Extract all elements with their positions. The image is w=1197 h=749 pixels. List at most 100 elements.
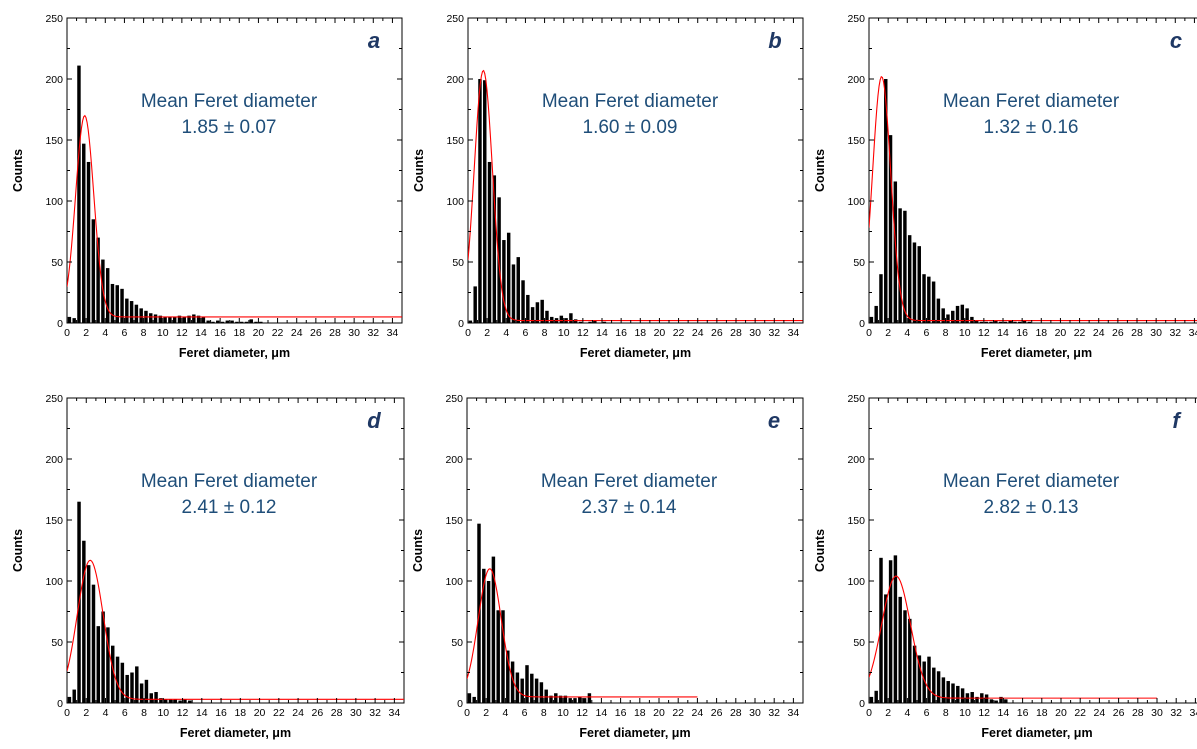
y-tick-label: 100 bbox=[847, 196, 865, 208]
fit-curve bbox=[468, 69, 803, 322]
x-tick-label: 28 bbox=[730, 327, 742, 339]
x-tick-label: 20 bbox=[653, 707, 665, 719]
x-tick-label: 6 bbox=[924, 327, 930, 339]
histogram-bar bbox=[912, 645, 917, 703]
x-tick-label: 28 bbox=[331, 707, 343, 719]
histogram-bar bbox=[159, 698, 163, 703]
histogram-bar bbox=[144, 679, 149, 703]
histogram-bar bbox=[568, 698, 572, 703]
annotation-value: 2.82 ± 0.13 bbox=[984, 497, 1079, 518]
x-tick-label: 32 bbox=[1169, 327, 1181, 339]
y-tick-label: 250 bbox=[45, 393, 63, 405]
histogram-bar bbox=[946, 314, 950, 323]
histogram-bar bbox=[525, 665, 529, 703]
histogram-bar bbox=[535, 302, 540, 323]
x-tick-label: 12 bbox=[978, 707, 990, 719]
x-tick-label: 4 bbox=[102, 327, 108, 339]
y-tick-label: 250 bbox=[446, 13, 464, 25]
x-tick-label: 2 bbox=[83, 327, 89, 339]
panel-letter: e bbox=[768, 408, 780, 433]
histogram-bar bbox=[530, 307, 535, 323]
histogram-bar bbox=[903, 210, 907, 323]
histogram-bar bbox=[482, 568, 486, 703]
x-tick-label: 0 bbox=[64, 327, 70, 339]
x-tick-label: 20 bbox=[1055, 707, 1067, 719]
histogram-bar bbox=[244, 321, 249, 323]
y-tick-label: 200 bbox=[847, 74, 865, 86]
histogram-bar bbox=[72, 318, 76, 323]
histogram-bar bbox=[951, 683, 955, 703]
x-tick-label: 28 bbox=[730, 707, 742, 719]
x-tick-label: 22 bbox=[273, 707, 285, 719]
x-tick-label: 6 bbox=[523, 327, 529, 339]
histogram-bar bbox=[110, 283, 115, 323]
histogram-bar bbox=[139, 308, 143, 323]
histogram-bar bbox=[225, 320, 230, 323]
histogram-bar bbox=[941, 677, 946, 703]
histogram-bar bbox=[578, 696, 582, 703]
histogram-bar bbox=[120, 288, 124, 323]
y-axis-title: Counts bbox=[11, 149, 25, 192]
y-tick-label: 100 bbox=[446, 196, 464, 208]
histogram-bar bbox=[259, 321, 263, 323]
y-axis-title: Counts bbox=[813, 529, 827, 572]
histogram-bar bbox=[149, 313, 153, 323]
y-tick-label: 150 bbox=[445, 515, 463, 527]
x-tick-label: 24 bbox=[692, 327, 704, 339]
histogram-bar bbox=[216, 320, 220, 323]
annotation-title: Mean Feret diameter bbox=[943, 91, 1120, 112]
plot-frame bbox=[466, 397, 804, 704]
y-tick-label: 200 bbox=[446, 74, 464, 86]
x-tick-label: 8 bbox=[141, 707, 147, 719]
histogram-bar bbox=[77, 65, 81, 323]
histogram-bar bbox=[530, 673, 534, 703]
x-tick-label: 20 bbox=[254, 707, 266, 719]
histogram-bar bbox=[539, 682, 544, 703]
histogram-bar bbox=[211, 321, 215, 323]
x-axis-title: Feret diameter, μm bbox=[579, 726, 690, 740]
histogram-bar bbox=[994, 700, 998, 703]
histogram-bar bbox=[869, 696, 874, 703]
histogram-bar bbox=[563, 695, 568, 703]
x-tick-label: 14 bbox=[998, 707, 1010, 719]
y-tick-label: 0 bbox=[57, 318, 63, 330]
histogram-bar bbox=[106, 627, 110, 703]
histogram-bar bbox=[874, 305, 878, 323]
annotation-value: 1.32 ± 0.16 bbox=[984, 117, 1079, 138]
histogram-bar bbox=[111, 645, 115, 703]
histogram-bar bbox=[936, 298, 941, 323]
histogram-bar bbox=[898, 208, 902, 323]
x-tick-label: 12 bbox=[177, 707, 189, 719]
x-tick-label: 6 bbox=[924, 707, 930, 719]
histogram-bar bbox=[573, 319, 578, 323]
histogram-bar bbox=[554, 693, 558, 703]
x-tick-label: 16 bbox=[214, 327, 226, 339]
x-tick-label: 12 bbox=[978, 327, 990, 339]
histogram-bar bbox=[201, 316, 206, 323]
x-tick-label: 24 bbox=[292, 707, 304, 719]
histogram-bar bbox=[960, 688, 965, 703]
histogram-bar bbox=[163, 699, 168, 703]
histogram-bar bbox=[72, 689, 76, 703]
histogram-bar bbox=[86, 161, 91, 323]
histogram-bar bbox=[965, 308, 969, 323]
x-tick-label: 16 bbox=[615, 327, 627, 339]
histogram-bar bbox=[917, 246, 921, 323]
y-axis-title: Counts bbox=[813, 149, 827, 192]
panel-f: 0246810121416182022242628303234050100150… bbox=[813, 393, 1197, 740]
x-tick-label: 34 bbox=[788, 707, 800, 719]
histogram-bar bbox=[192, 314, 196, 323]
histogram-bar bbox=[502, 240, 506, 323]
x-tick-label: 30 bbox=[348, 327, 360, 339]
histogram-bar bbox=[545, 310, 549, 323]
histogram-bar bbox=[989, 321, 993, 323]
x-tick-label: 2 bbox=[885, 327, 891, 339]
histogram-bar bbox=[168, 699, 173, 703]
histogram-bar bbox=[922, 274, 926, 323]
x-tick-label: 16 bbox=[615, 707, 627, 719]
y-tick-label: 100 bbox=[445, 576, 463, 588]
histogram-bar bbox=[105, 268, 110, 323]
histogram-bar bbox=[220, 321, 225, 323]
histogram-bar bbox=[487, 161, 492, 323]
